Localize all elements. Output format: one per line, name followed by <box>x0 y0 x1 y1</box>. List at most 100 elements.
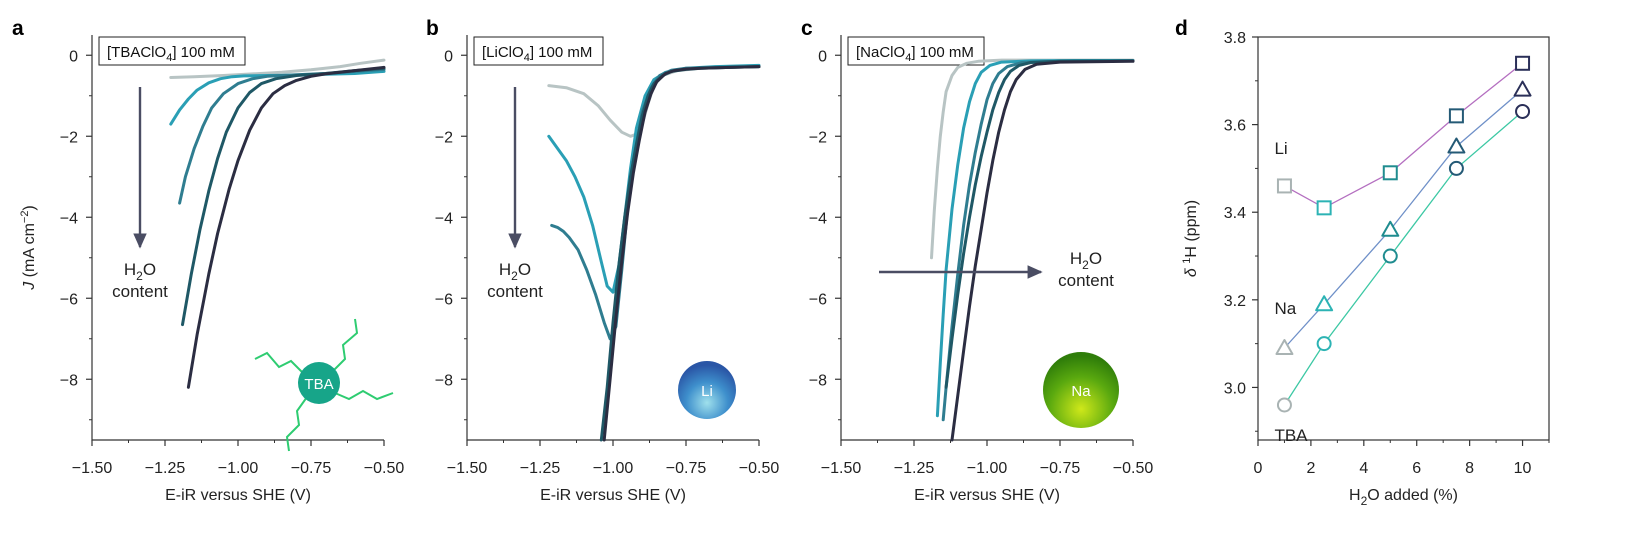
cv-trace-5 <box>950 59 1135 442</box>
x-tick-label: 0 <box>1254 460 1263 477</box>
y-tick-label: −2 <box>60 129 78 146</box>
electrolyte-label-box <box>98 36 246 66</box>
x-tick-label: −0.75 <box>291 460 332 477</box>
cv-trace-3 <box>941 59 1135 422</box>
marker-na <box>1447 137 1466 154</box>
x-tick-label: −1.50 <box>447 460 488 477</box>
y-axis-label: δ 1H (ppm) <box>1181 200 1200 277</box>
panel-letter-d: d <box>1175 17 1188 40</box>
cv-trace-4 <box>944 59 1135 389</box>
x-tick-label: −1.25 <box>894 460 935 477</box>
x-tick-label: −1.50 <box>72 460 113 477</box>
tba-alkyl-chain <box>254 351 304 374</box>
tba-alkyl-chain <box>285 396 308 452</box>
electrolyte-label-box <box>847 36 985 66</box>
electrolyte-label: [LiClO4] 100 mM <box>482 44 592 64</box>
marker-li <box>1316 200 1332 216</box>
water-content-label-2: content <box>1058 271 1114 290</box>
plot-frame <box>1257 36 1550 441</box>
x-tick-label: −0.50 <box>739 460 780 477</box>
ion-label: Li <box>701 383 713 400</box>
water-content-label-2: content <box>487 282 543 301</box>
axis-lines <box>91 35 384 441</box>
ion-label: Na <box>1071 383 1091 400</box>
y-tick-label: 3.2 <box>1224 293 1246 310</box>
y-tick-label: −8 <box>60 372 78 389</box>
marker-li <box>1515 55 1531 71</box>
cv-trace-1 <box>169 58 386 79</box>
x-axis-label: E-iR versus SHE (V) <box>540 487 686 504</box>
y-tick-label: 0 <box>818 48 827 65</box>
x-tick-label: 6 <box>1412 460 1421 477</box>
na-ion-sphere <box>1043 352 1119 428</box>
electrolyte-label: [TBAClO4] 100 mM <box>107 44 235 64</box>
tba-alkyl-chain <box>334 389 394 401</box>
panel-letter-a: a <box>12 17 24 40</box>
ion-label: TBA <box>304 376 333 393</box>
x-axis-label: E-iR versus SHE (V) <box>914 487 1060 504</box>
series-line-li <box>1284 62 1523 209</box>
water-content-label: H2O <box>1070 249 1102 272</box>
marker-tba <box>1276 397 1292 413</box>
x-tick-label: −1.50 <box>821 460 862 477</box>
x-tick-label: −0.75 <box>1040 460 1081 477</box>
electrolyte-label-box <box>473 36 604 66</box>
y-tick-label: 0 <box>444 48 453 65</box>
marker-na <box>1381 220 1400 237</box>
y-tick-label: −6 <box>60 291 78 308</box>
series-label-na: Na <box>1274 299 1296 318</box>
marker-tba <box>1515 103 1531 119</box>
x-tick-label: 10 <box>1514 460 1532 477</box>
cv-trace-1 <box>547 65 761 138</box>
y-tick-label: 3.8 <box>1224 30 1246 47</box>
y-tick-label: 0 <box>69 48 78 65</box>
marker-li <box>1276 178 1292 194</box>
x-tick-label: −1.00 <box>218 460 259 477</box>
marker-tba <box>1448 160 1464 176</box>
y-tick-label: −4 <box>809 210 827 227</box>
y-axis-label: J (mA cm−2) <box>19 205 38 291</box>
marker-li <box>1382 165 1398 181</box>
x-tick-label: −0.50 <box>364 460 405 477</box>
panel-b: 0 −2 −4 −6 −8 −1.50 −1.25 −1.00 −0.75 −0.50 E-iR v… <box>435 35 780 504</box>
marker-li <box>1448 108 1464 124</box>
x-tick-label: −0.50 <box>1113 460 1154 477</box>
y-tick-label: −6 <box>435 291 453 308</box>
marker-na <box>1275 339 1294 356</box>
cv-trace-1 <box>930 58 1135 260</box>
x-tick-label: −1.00 <box>967 460 1008 477</box>
series-line-tba <box>1283 111 1523 406</box>
cv-trace-3 <box>550 65 761 341</box>
tba-ion-circle <box>298 362 340 404</box>
x-tick-label: −1.25 <box>145 460 186 477</box>
water-content-label: H2O <box>124 260 156 283</box>
y-tick-label: −4 <box>60 210 78 227</box>
series-label-li: Li <box>1274 139 1287 158</box>
tba-alkyl-chain <box>332 318 359 372</box>
y-tick-label: 3.6 <box>1224 118 1246 135</box>
marker-tba <box>1316 336 1332 352</box>
panel-letter-b: b <box>426 17 439 40</box>
electrolyte-label: [NaClO4] 100 mM <box>856 44 974 64</box>
x-tick-label: −0.75 <box>666 460 707 477</box>
x-tick-label: −1.25 <box>520 460 561 477</box>
panel-a: 0 −2 −4 −6 −8 −1.50 −1.25 −1.00 −0.75 −0.50 E-iR v… <box>19 35 404 504</box>
water-content-label-2: content <box>112 282 168 301</box>
marker-na <box>1513 80 1532 97</box>
panel-d: 3.0 3.2 3.4 3.6 3.8 0 2 4 6 8 10 H2O added (%) δ 1H … <box>1181 30 1550 508</box>
cv-trace-5 <box>186 65 386 389</box>
y-tick-label: −4 <box>435 210 453 227</box>
x-tick-label: 8 <box>1465 460 1474 477</box>
y-tick-label: −8 <box>435 372 453 389</box>
marker-na <box>1315 295 1334 312</box>
y-tick-label: −2 <box>809 129 827 146</box>
panel-c: 0 −2 −4 −6 −8 −1.50 −1.25 −1.00 −0.75 −0.50 E-iR v… <box>809 35 1154 504</box>
series-label-tba: TBA <box>1274 426 1308 445</box>
x-tick-label: 4 <box>1359 460 1368 477</box>
x-tick-label: −1.00 <box>593 460 634 477</box>
x-axis-label: H2O added (%) <box>1349 487 1458 508</box>
water-content-label: H2O <box>499 260 531 283</box>
panel-letter-c: c <box>801 17 813 40</box>
li-ion-sphere <box>678 361 736 419</box>
